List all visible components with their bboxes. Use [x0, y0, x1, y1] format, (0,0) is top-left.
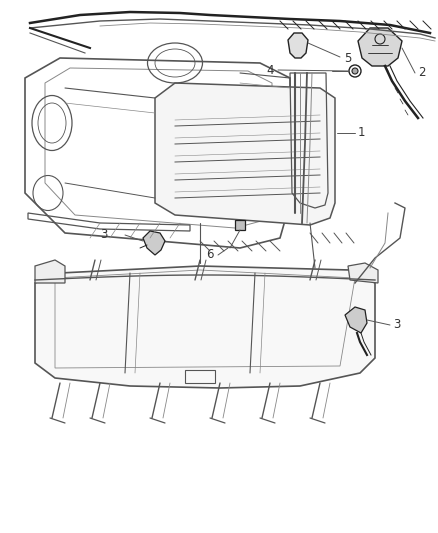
Polygon shape: [143, 231, 165, 255]
Text: 3: 3: [393, 319, 400, 332]
Text: 1: 1: [358, 126, 365, 140]
Polygon shape: [345, 307, 367, 333]
Polygon shape: [288, 33, 308, 58]
Text: 4: 4: [266, 63, 274, 77]
Polygon shape: [35, 260, 65, 283]
Polygon shape: [235, 220, 245, 230]
Polygon shape: [35, 266, 375, 388]
Polygon shape: [155, 83, 335, 225]
Text: 3: 3: [100, 229, 107, 241]
Circle shape: [352, 68, 358, 74]
Text: 5: 5: [344, 52, 351, 66]
Text: 2: 2: [418, 67, 425, 79]
Text: 6: 6: [206, 248, 214, 262]
Polygon shape: [358, 28, 402, 66]
Polygon shape: [348, 263, 378, 283]
